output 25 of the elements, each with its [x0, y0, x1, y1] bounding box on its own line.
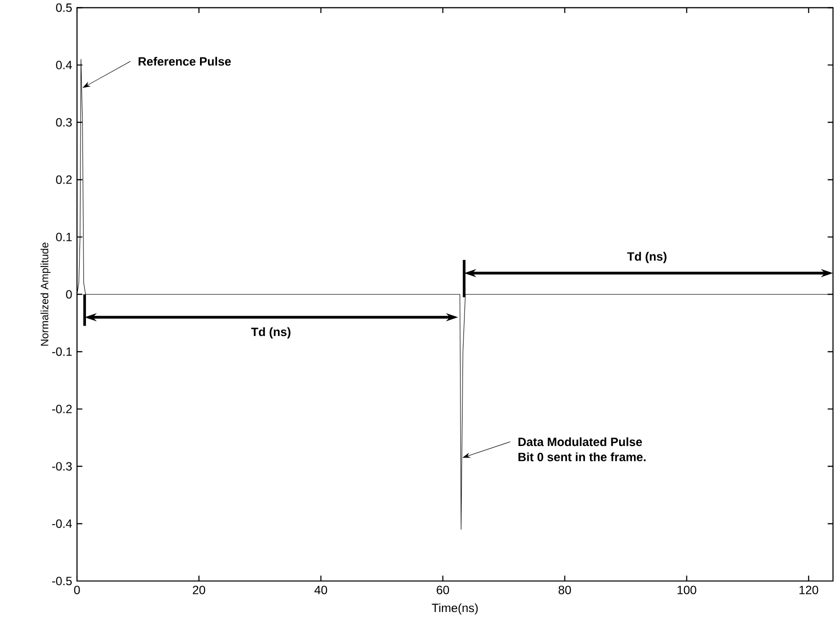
y-tick-label: -0.2: [52, 404, 72, 414]
y-tick-label: 0: [66, 290, 72, 299]
annotation: Td (ns): [251, 327, 290, 338]
y-tick-label: -0.3: [52, 462, 72, 471]
annotation: Bit 0 sent in the frame.: [518, 452, 646, 462]
y-tick-label: 0.3: [56, 118, 72, 127]
y-tick-label: -0.1: [52, 347, 72, 356]
y-tick-label: 0.4: [56, 60, 72, 70]
x-tick-label: 100: [678, 586, 696, 594]
annotation: Td (ns): [627, 252, 666, 264]
annotation: Data Modulated Pulse: [518, 437, 642, 446]
annotation: Reference Pulse: [138, 56, 231, 66]
x-tick-label: 20: [192, 586, 206, 594]
x-axis-title: Time(ns): [432, 603, 478, 615]
x-tick-label: 0: [74, 586, 80, 594]
x-tick-label: 60: [436, 586, 450, 594]
y-tick-label: 0.1: [56, 232, 72, 242]
y-axis-title: Normalized Amplitude: [40, 242, 50, 346]
y-tick-label: 0.2: [56, 175, 72, 184]
y-tick-label: 0.5: [56, 3, 72, 12]
x-tick-label: 40: [314, 586, 328, 594]
x-tick-label: 120: [800, 586, 818, 594]
x-tick-label: 80: [558, 586, 571, 594]
y-tick-label: -0.5: [52, 576, 72, 586]
y-tick-label: -0.4: [52, 519, 72, 528]
